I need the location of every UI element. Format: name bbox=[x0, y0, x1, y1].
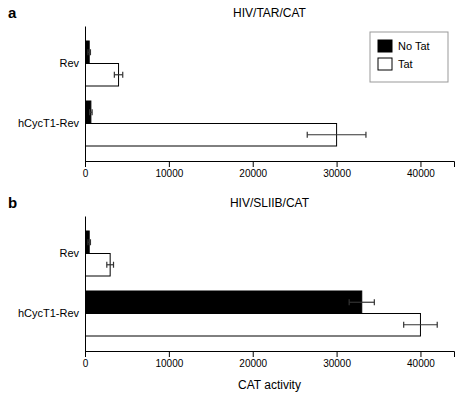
legend: No Tat Tat bbox=[370, 32, 448, 82]
axis-line bbox=[85, 217, 86, 352]
panel-title: HIV/SLIIB/CAT bbox=[230, 196, 310, 210]
tick: 20000 bbox=[239, 161, 267, 179]
tick: Rev bbox=[59, 247, 79, 259]
tick-label: 10000 bbox=[155, 168, 183, 179]
error-line bbox=[307, 134, 366, 135]
tick-label: 0 bbox=[83, 168, 89, 179]
tick: 40000 bbox=[407, 351, 435, 369]
tick-label: hCycT1-Rev bbox=[18, 117, 80, 129]
error-cap bbox=[403, 322, 404, 328]
tick-mark bbox=[420, 351, 421, 357]
error-cap bbox=[122, 72, 123, 78]
tick-label: 20000 bbox=[239, 168, 267, 179]
error-cap bbox=[114, 72, 115, 78]
axis-line bbox=[85, 27, 86, 162]
bar bbox=[85, 291, 362, 314]
bar bbox=[85, 64, 119, 87]
error-cap bbox=[437, 322, 438, 328]
plot-area bbox=[85, 231, 437, 336]
axis-line bbox=[86, 162, 455, 168]
error-line bbox=[114, 74, 122, 75]
error-cap bbox=[113, 262, 114, 268]
panel-label: a bbox=[8, 4, 17, 21]
tick-label: 30000 bbox=[323, 168, 351, 179]
error-cap bbox=[307, 132, 308, 138]
tick: 0 bbox=[83, 351, 89, 369]
error-cap bbox=[365, 132, 366, 138]
tick-mark bbox=[420, 161, 421, 167]
tick-label: 40000 bbox=[407, 168, 435, 179]
error-cap bbox=[106, 262, 107, 268]
error-cap bbox=[374, 299, 375, 305]
tick-mark bbox=[85, 351, 86, 357]
error-cap bbox=[89, 109, 90, 115]
tick-label: Rev bbox=[59, 247, 79, 259]
tick: 10000 bbox=[155, 161, 183, 179]
tick-mark bbox=[253, 161, 254, 167]
bar bbox=[85, 314, 420, 337]
tick-mark bbox=[337, 351, 338, 357]
tick-mark bbox=[337, 161, 338, 167]
tick-label: hCycT1-Rev bbox=[18, 307, 80, 319]
y-axis: hCycT1-Rev Rev bbox=[18, 27, 86, 162]
error-bar bbox=[114, 72, 122, 78]
tick-label: 20000 bbox=[239, 358, 267, 369]
tick-label: 10000 bbox=[155, 358, 183, 369]
error-cap bbox=[87, 49, 88, 55]
tick-mark bbox=[85, 161, 86, 167]
chart: 0 10000 20000 30000 40000 hCycT1-Rev Rev HIV/TA… bbox=[0, 0, 474, 418]
tick: hCycT1-Rev bbox=[18, 307, 80, 319]
tick: 30000 bbox=[323, 351, 351, 369]
tick: hCycT1-Rev bbox=[18, 117, 80, 129]
tick: 0 bbox=[83, 161, 89, 179]
x-axis: 0 10000 20000 30000 40000 bbox=[83, 161, 455, 179]
tick-label: 30000 bbox=[323, 358, 351, 369]
tick: 30000 bbox=[323, 161, 351, 179]
panel: 0 10000 20000 30000 40000 hCycT1-Rev Rev HIV/TA… bbox=[18, 6, 455, 179]
tick-mark bbox=[253, 351, 254, 357]
error-bar bbox=[90, 109, 93, 115]
error-cap bbox=[90, 49, 91, 55]
legend-label: No Tat bbox=[398, 40, 430, 52]
axis-line bbox=[86, 352, 455, 358]
y-axis: hCycT1-Rev Rev bbox=[18, 217, 86, 352]
error-bar bbox=[404, 322, 438, 328]
legend-swatch bbox=[378, 40, 392, 52]
error-bar bbox=[307, 132, 366, 138]
error-line bbox=[349, 302, 374, 303]
tick-label: 40000 bbox=[407, 358, 435, 369]
tick-mark bbox=[169, 161, 170, 167]
panel-title: HIV/TAR/CAT bbox=[233, 6, 307, 20]
error-bar bbox=[349, 299, 374, 305]
error-cap bbox=[90, 239, 91, 245]
bar bbox=[85, 124, 337, 147]
error-line bbox=[404, 324, 438, 325]
tick: Rev bbox=[59, 57, 79, 69]
legend-box bbox=[370, 32, 448, 82]
tick: 10000 bbox=[155, 351, 183, 369]
plot-area bbox=[85, 41, 366, 146]
x-axis: 0 10000 20000 30000 40000 bbox=[83, 351, 455, 369]
legend-swatch bbox=[378, 58, 392, 70]
tick: 20000 bbox=[239, 351, 267, 369]
error-bar bbox=[88, 239, 91, 245]
bar bbox=[85, 254, 110, 277]
error-bar bbox=[88, 49, 91, 55]
error-bar bbox=[107, 262, 114, 268]
tick-label: 0 bbox=[83, 358, 89, 369]
x-axis-title: CAT activity bbox=[238, 378, 301, 392]
error-line bbox=[107, 264, 114, 265]
error-cap bbox=[92, 109, 93, 115]
error-cap bbox=[87, 239, 88, 245]
error-cap bbox=[349, 299, 350, 305]
tick: 40000 bbox=[407, 161, 435, 179]
legend-label: Tat bbox=[398, 58, 413, 70]
panel: 0 10000 20000 30000 40000 hCycT1-Rev Rev HIV/SL… bbox=[18, 196, 455, 392]
tick-label: Rev bbox=[59, 57, 79, 69]
panel-label: b bbox=[8, 194, 17, 211]
tick-mark bbox=[169, 351, 170, 357]
